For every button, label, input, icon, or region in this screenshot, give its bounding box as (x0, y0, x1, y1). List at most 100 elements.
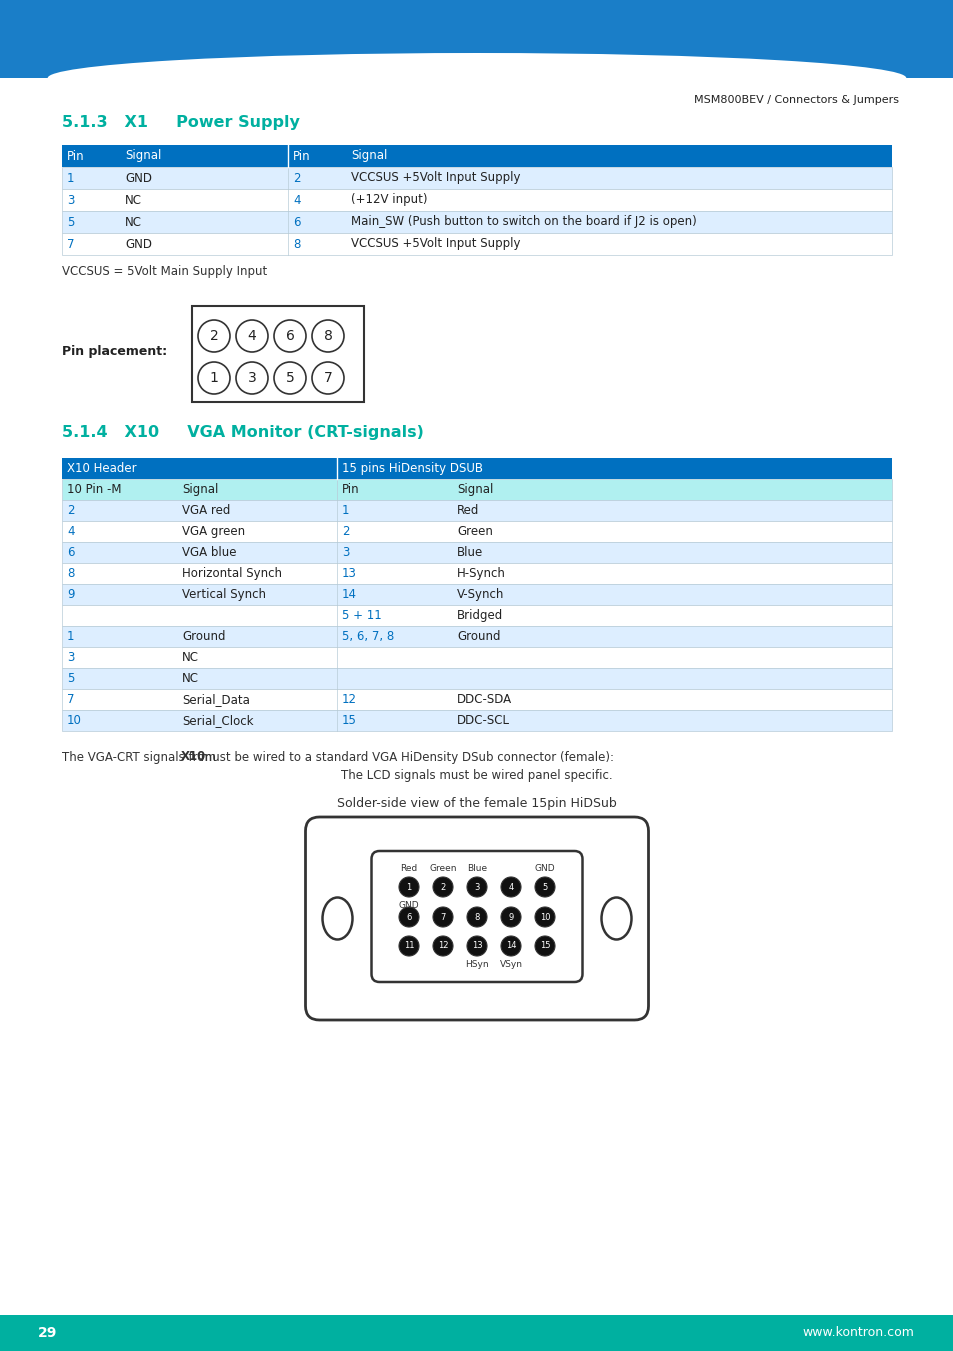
Text: MSM800BEV / Connectors & Jumpers: MSM800BEV / Connectors & Jumpers (693, 95, 898, 105)
Circle shape (500, 877, 520, 897)
Ellipse shape (48, 53, 905, 103)
Bar (62, 542, 891, 563)
Text: (+12V input): (+12V input) (351, 193, 427, 207)
Text: 10: 10 (67, 713, 82, 727)
Text: VGA green: VGA green (182, 526, 245, 538)
Text: Serial_Data: Serial_Data (182, 693, 250, 707)
Bar (62, 605, 891, 626)
Text: VCCSUS +5Volt Input Supply: VCCSUS +5Volt Input Supply (351, 238, 520, 250)
Text: 5: 5 (542, 882, 547, 892)
Bar (0, 0, 953, 78)
Text: 13: 13 (341, 567, 356, 580)
Text: 5: 5 (67, 216, 74, 228)
Bar (0, 1315, 953, 1351)
Text: 4: 4 (508, 882, 513, 892)
Text: X10: X10 (180, 751, 206, 763)
Text: The LCD signals must be wired panel specific.: The LCD signals must be wired panel spec… (341, 769, 612, 781)
Text: 15: 15 (539, 942, 550, 951)
Text: 2: 2 (440, 882, 445, 892)
Text: must be wired to a standard VGA HiDensity DSub connector (female):: must be wired to a standard VGA HiDensit… (197, 751, 614, 763)
Text: H-Synch: H-Synch (456, 567, 505, 580)
Bar (62, 711, 891, 731)
Text: 8: 8 (474, 912, 479, 921)
Text: 15 pins HiDensity DSUB: 15 pins HiDensity DSUB (341, 462, 482, 476)
Text: VGA red: VGA red (182, 504, 230, 517)
Circle shape (433, 936, 453, 957)
Text: 12: 12 (437, 942, 448, 951)
Text: GND: GND (125, 238, 152, 250)
Text: Serial_Clock: Serial_Clock (182, 713, 253, 727)
Circle shape (274, 362, 306, 394)
Text: GND: GND (534, 865, 555, 873)
Bar (62, 232, 891, 255)
Text: Vertical Synch: Vertical Synch (182, 588, 266, 601)
Circle shape (235, 362, 268, 394)
Text: X10 Header: X10 Header (67, 462, 136, 476)
Bar (62, 480, 891, 500)
Text: 6: 6 (406, 912, 412, 921)
Text: NC: NC (125, 193, 142, 207)
Text: Signal: Signal (351, 150, 387, 162)
Circle shape (198, 362, 230, 394)
Text: 6: 6 (67, 546, 74, 559)
Text: 8: 8 (323, 330, 332, 343)
Circle shape (235, 320, 268, 353)
Text: HSyn: HSyn (465, 961, 488, 969)
Circle shape (535, 936, 555, 957)
Circle shape (398, 877, 418, 897)
Text: 29: 29 (38, 1325, 57, 1340)
Bar (62, 211, 891, 232)
Text: 10 Pin -M: 10 Pin -M (67, 484, 121, 496)
Text: 4: 4 (293, 193, 300, 207)
Text: Ground: Ground (182, 630, 225, 643)
Bar (192, 305, 364, 403)
Text: 8: 8 (293, 238, 300, 250)
Text: Pin: Pin (293, 150, 311, 162)
Text: 3: 3 (248, 372, 256, 385)
Text: VCCSUS = 5Volt Main Supply Input: VCCSUS = 5Volt Main Supply Input (62, 265, 267, 277)
Text: Ground: Ground (456, 630, 500, 643)
FancyBboxPatch shape (305, 817, 648, 1020)
Bar (62, 500, 891, 521)
Bar (0, 78, 953, 108)
Bar (62, 584, 891, 605)
Text: 1: 1 (67, 630, 74, 643)
Circle shape (535, 877, 555, 897)
Bar (62, 626, 891, 647)
Text: VSyn: VSyn (499, 961, 522, 969)
Text: 7: 7 (67, 693, 74, 707)
Bar (62, 189, 891, 211)
Text: 2: 2 (293, 172, 300, 185)
Text: Pin: Pin (341, 484, 359, 496)
Text: V-Synch: V-Synch (456, 588, 504, 601)
Circle shape (467, 877, 486, 897)
Circle shape (433, 877, 453, 897)
Text: 1: 1 (406, 882, 411, 892)
Circle shape (500, 907, 520, 927)
Circle shape (398, 907, 418, 927)
Text: 5: 5 (285, 372, 294, 385)
Text: 1: 1 (210, 372, 218, 385)
Text: 1: 1 (67, 172, 74, 185)
Text: 8: 8 (67, 567, 74, 580)
Text: 5.1.4   X10     VGA Monitor (CRT-signals): 5.1.4 X10 VGA Monitor (CRT-signals) (62, 424, 423, 439)
Circle shape (500, 936, 520, 957)
Bar (62, 667, 891, 689)
Bar (62, 145, 891, 168)
Text: 2: 2 (341, 526, 349, 538)
Text: GND: GND (125, 172, 152, 185)
Text: 4: 4 (67, 526, 74, 538)
Text: 15: 15 (341, 713, 356, 727)
Circle shape (535, 907, 555, 927)
Text: NC: NC (182, 651, 199, 663)
Bar (62, 168, 891, 189)
Text: 5.1.3   X1     Power Supply: 5.1.3 X1 Power Supply (62, 115, 299, 130)
Text: Main_SW (Push button to switch on the board if J2 is open): Main_SW (Push button to switch on the bo… (351, 216, 696, 228)
Circle shape (467, 936, 486, 957)
Text: 5, 6, 7, 8: 5, 6, 7, 8 (341, 630, 394, 643)
Text: www.kontron.com: www.kontron.com (801, 1327, 913, 1339)
Bar (62, 458, 891, 480)
Text: 10: 10 (539, 912, 550, 921)
Text: 1: 1 (341, 504, 349, 517)
Text: Blue: Blue (466, 865, 487, 873)
